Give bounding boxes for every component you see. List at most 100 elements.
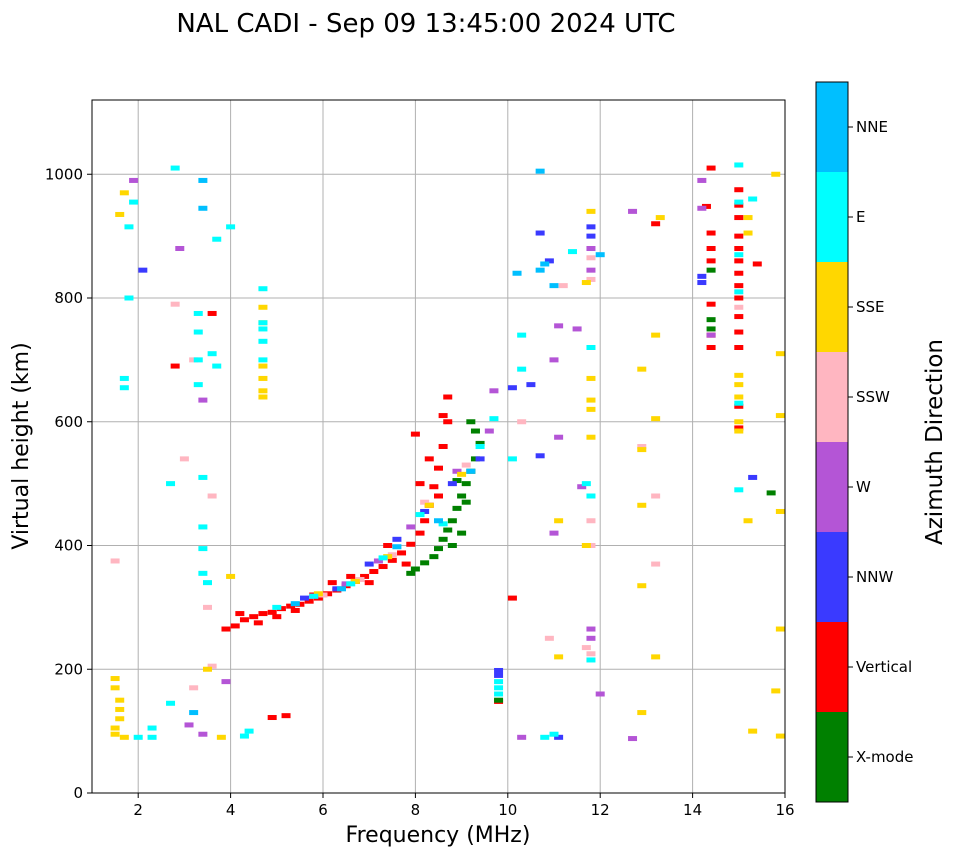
echo-point-sse	[383, 554, 393, 560]
echo-point-x-mode	[452, 478, 462, 484]
plot-area: 2 4 6 8 10 12 14 16 0 200 400 600 800 1000	[45, 99, 795, 819]
x-tick-label: 14	[683, 801, 702, 819]
echo-point-nnw	[420, 508, 430, 514]
echo-point-sse	[734, 428, 744, 434]
echo-point-e	[346, 581, 356, 587]
echo-point-ssw	[170, 301, 180, 307]
echo-point-e	[226, 224, 236, 230]
echo-point-w	[697, 205, 707, 211]
echo-point-e	[147, 725, 157, 731]
echo-point-sse	[258, 388, 268, 394]
echo-point-sse	[775, 733, 785, 739]
echo-point-nne	[198, 205, 208, 211]
echo-point-vertical	[734, 233, 744, 239]
echo-point-x-mode	[706, 326, 716, 332]
x-axis-label: Frequency (MHz)	[346, 823, 531, 848]
x-tick-label: 4	[226, 801, 236, 819]
echo-point-e	[494, 685, 504, 691]
echo-point-sse	[586, 406, 596, 412]
echo-point-w	[706, 332, 716, 338]
echo-point-nnw	[475, 456, 485, 462]
echo-point-vertical	[651, 221, 661, 227]
echo-point-nnw	[554, 734, 564, 740]
echo-point-sse	[554, 654, 564, 660]
echo-point-ssw	[461, 462, 471, 468]
echo-point-e	[124, 224, 134, 230]
echo-point-e	[193, 310, 203, 316]
echo-point-e	[193, 357, 203, 363]
echo-point-e	[129, 199, 139, 205]
echo-point-e	[133, 734, 143, 740]
echo-point-nne	[540, 261, 550, 267]
echo-point-ssw	[318, 592, 328, 598]
echo-point-e	[203, 580, 212, 586]
echo-point-ssw	[387, 552, 397, 558]
echo-point-nnw	[494, 672, 504, 678]
echo-point-w	[577, 484, 587, 490]
echo-point-x-mode	[706, 317, 716, 323]
echo-point-ssw	[637, 444, 647, 449]
echo-point-vertical	[701, 203, 711, 209]
echo-point-sse	[743, 518, 753, 524]
echo-point-e	[258, 338, 268, 344]
echo-point-nnw	[586, 224, 596, 230]
echo-point-x-mode	[494, 697, 504, 703]
echo-point-e	[586, 657, 596, 663]
echo-point-vertical	[258, 611, 268, 617]
echo-point-vertical	[434, 465, 443, 471]
colorbar-tick-label: NNE	[856, 118, 888, 136]
colorbar: X-mode Vertical NNW W SSW SSE E NNE	[815, 81, 913, 803]
echo-point-vertical	[207, 310, 217, 316]
echo-point-e	[734, 199, 744, 205]
echo-point-w	[198, 397, 208, 403]
echo-point-sse	[258, 375, 268, 381]
colorbar-tick-label: X-mode	[856, 748, 913, 766]
echo-point-vertical	[706, 301, 716, 307]
echo-point-sse	[586, 434, 596, 440]
echo-point-w	[549, 530, 559, 536]
colorbar-tick-label: W	[856, 478, 871, 496]
echo-point-nne	[336, 586, 346, 592]
echo-point-w	[586, 635, 596, 641]
echo-point-sse	[734, 394, 744, 400]
plot-frame	[91, 99, 786, 794]
echo-point-w	[517, 734, 527, 740]
echo-point-x-mode	[420, 560, 430, 566]
echo-point-e	[166, 481, 176, 487]
echo-point-sse	[743, 215, 753, 221]
echo-point-e	[258, 320, 268, 326]
echo-point-e	[748, 196, 758, 202]
echo-point-e	[193, 382, 203, 388]
echo-point-sse	[457, 471, 467, 477]
echo-point-ssw	[734, 304, 744, 310]
echo-point-vertical	[410, 431, 420, 437]
echo-point-vertical	[304, 598, 314, 604]
echo-point-vertical	[443, 394, 453, 400]
echo-point-sse	[115, 697, 125, 703]
colorbar-tick-label: E	[856, 208, 865, 226]
echo-point-e	[438, 521, 448, 527]
echo-point-ssw	[586, 651, 596, 657]
echo-point-nnw	[300, 595, 310, 601]
echo-point-vertical	[235, 611, 245, 617]
echo-point-sse	[216, 734, 226, 740]
colorbar-label: Azimuth Direction	[922, 339, 948, 545]
x-tick-label: 6	[318, 801, 328, 819]
echo-point-nne	[198, 177, 208, 183]
echo-point-sse	[775, 351, 785, 357]
echo-point-nnw	[392, 536, 402, 542]
y-axis-label: Virtual height (km)	[9, 342, 34, 549]
echo-point-vertical	[364, 580, 374, 586]
echo-point-e	[147, 734, 157, 740]
echo-point-vertical	[706, 165, 716, 171]
echo-point-ssw	[189, 685, 199, 691]
echo-point-w	[484, 428, 494, 434]
echo-point-ssw	[651, 561, 661, 567]
echo-point-sse	[258, 304, 268, 310]
echo-point-x-mode	[475, 440, 485, 446]
echo-point-ssw	[517, 419, 527, 425]
echo-point-vertical	[706, 345, 716, 350]
echo-point-sse	[775, 413, 785, 419]
x-tick-label: 2	[133, 801, 143, 819]
y-tick-label: 400	[54, 537, 83, 555]
